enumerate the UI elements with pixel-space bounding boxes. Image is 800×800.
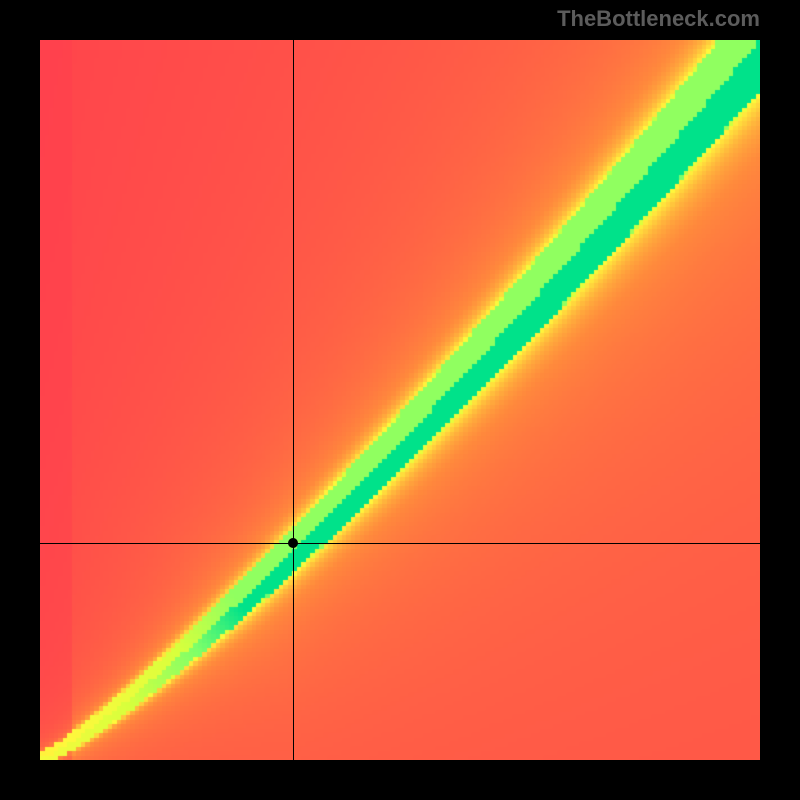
crosshair-vertical bbox=[293, 40, 294, 760]
selection-marker bbox=[288, 538, 298, 548]
watermark-text: TheBottleneck.com bbox=[557, 6, 760, 32]
crosshair-horizontal bbox=[40, 543, 760, 544]
chart-container: { "watermark": { "text": "TheBottleneck.… bbox=[0, 0, 800, 800]
bottleneck-heatmap bbox=[40, 40, 760, 760]
